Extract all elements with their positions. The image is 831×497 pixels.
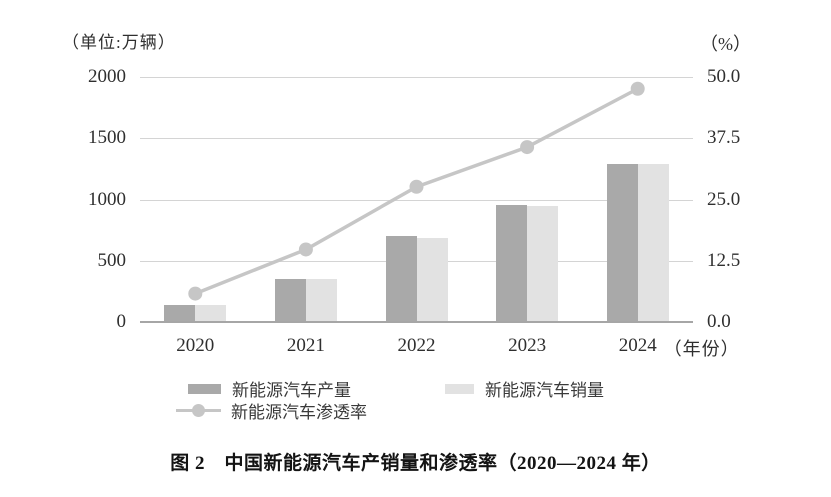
right-axis-tick: 50.0 [707,66,741,87]
penetration-marker-2024 [630,81,645,96]
legend-item-production: 新能源汽车产量 [188,376,351,401]
left-axis-ticks: 2000 1500 1000 500 0 [0,66,127,332]
x-axis-tick-2022: 2022 [397,335,436,356]
left-axis-tick: 1500 [88,127,126,149]
production-bar-2024 [606,164,638,322]
penetration-marker-2022 [409,179,424,194]
legend-label-production: 新能源汽车产量 [232,381,351,400]
right-axis-tick: 12.5 [707,249,741,271]
sales-bar-2020 [195,305,227,322]
x-axis-line [140,321,693,323]
figure-caption: 图 2 中国新能源汽车产销量和渗透率（2020—2024 年） [170,453,661,474]
x-axis-suffix: （年份） [663,339,740,359]
sales-bar-2022 [416,237,448,322]
legend-label-sales: 新能源汽车销量 [485,381,604,400]
legend-item-sales: 新能源汽车销量 [445,376,604,401]
production-bar-2023 [496,204,528,322]
legend-item-penetration: 新能源汽车渗透率 [176,398,367,423]
legend: 新能源汽车产量 新能源汽车销量 新能源汽车渗透率 [0,374,831,422]
x-axis-tick-2021: 2021 [286,335,325,356]
right-axis-unit-label: （%） [700,34,751,54]
gridline [140,77,693,78]
penetration-line-swatch [176,404,221,417]
left-axis-tick: 1000 [88,188,126,210]
production-bar-swatch [188,383,221,394]
gridline [140,138,693,140]
left-axis-tick: 0 [116,311,127,332]
x-axis-tick-2023: 2023 [508,335,547,356]
x-axis-tick-2024: 2024 [618,335,657,356]
penetration-marker-2023 [520,140,535,155]
left-axis-tick: 2000 [88,66,126,87]
right-axis-ticks: 50.0 37.5 25.0 12.5 0.0 [707,66,767,332]
legend-label-penetration: 新能源汽车渗透率 [231,403,367,422]
left-axis-unit-label: （单位:万辆） [62,33,176,52]
production-bar-2020 [164,305,196,322]
penetration-marker-2020 [188,286,203,301]
production-bar-2022 [385,235,417,322]
right-axis-tick: 37.5 [707,127,741,149]
sales-bar-swatch [445,383,474,394]
x-axis-tick-2020: 2020 [176,335,215,356]
plot-area: 2020 2021 2022 2023 2024 （年份） [140,77,739,359]
right-axis-tick: 25.0 [707,188,741,210]
gridline [140,199,693,201]
penetration-marker-2021 [298,242,313,257]
production-bar-2021 [274,278,306,322]
sales-bar-2021 [305,278,337,322]
left-axis-tick: 500 [97,249,127,271]
penetration-line-layer [188,81,645,301]
right-axis-tick: 0.0 [707,311,731,332]
sales-bar-2023 [527,205,559,322]
sales-bar-2024 [637,164,669,322]
